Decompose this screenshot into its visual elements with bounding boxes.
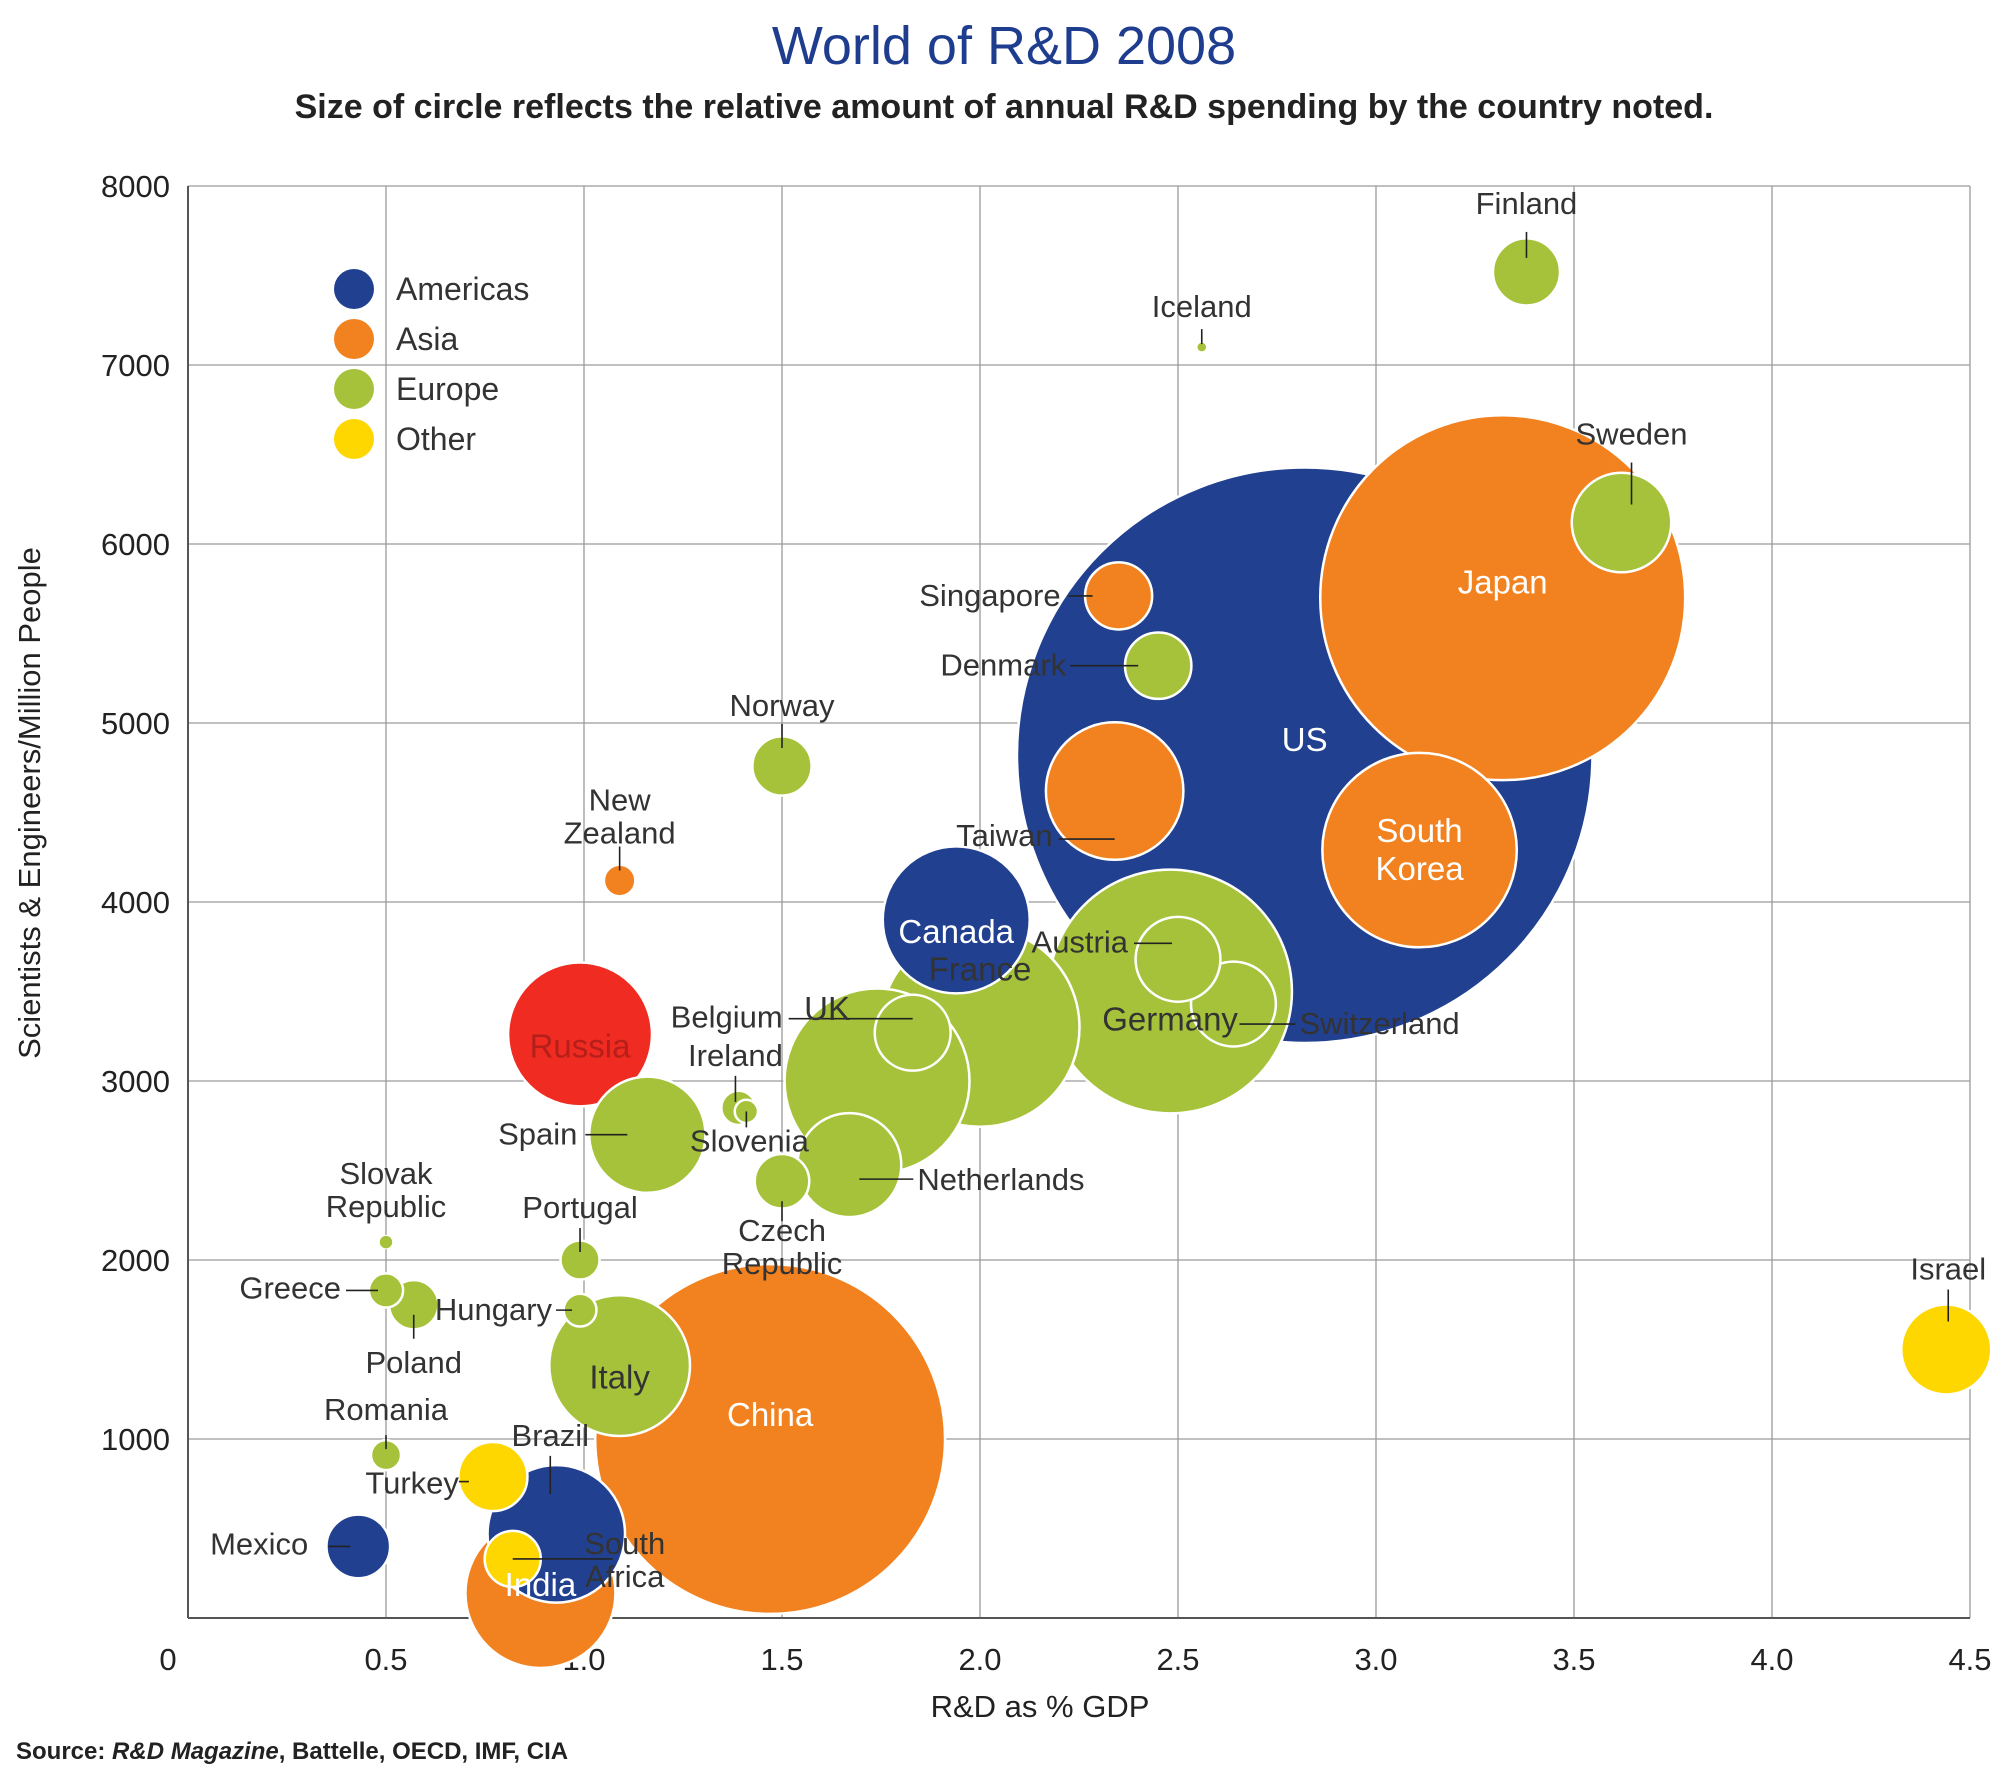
label-canada: Canada xyxy=(898,913,1014,950)
label-belgium: Belgium xyxy=(671,1000,783,1035)
label-czech-republic: Czech Republic xyxy=(722,1213,843,1281)
legend-swatch-other xyxy=(334,419,374,459)
bubble-netherlands xyxy=(796,1111,903,1219)
bubble-taiwan xyxy=(1044,721,1185,862)
y-tick-label-3: 3000 xyxy=(101,1064,170,1099)
label-uk: UK xyxy=(804,990,850,1027)
bubble-russia xyxy=(506,961,654,1108)
label-sweden: Sweden xyxy=(1576,417,1688,452)
legend: Americas Asia Europe Other xyxy=(334,269,529,459)
label-iceland: Iceland xyxy=(1152,289,1252,324)
label-switzerland: Switzerland xyxy=(1299,1006,1459,1041)
label-slovenia: Slovenia xyxy=(690,1123,810,1158)
bubble-czech-republic xyxy=(753,1152,811,1210)
label-china: China xyxy=(727,1396,814,1433)
x-tick-label-9: 4.5 xyxy=(1948,1642,1991,1677)
label-denmark: Denmark xyxy=(940,648,1066,683)
label-new-zealand: New Zealand xyxy=(564,783,676,851)
bubble-belgium xyxy=(873,993,952,1072)
label-finland: Finland xyxy=(1476,186,1578,221)
chart-subtitle: Size of circle reflects the relative amo… xyxy=(295,88,1714,126)
bubble-austria xyxy=(1134,915,1222,1003)
label-brazil: Brazil xyxy=(512,1418,590,1453)
y-tick-label-5: 5000 xyxy=(101,706,170,741)
legend-swatch-americas xyxy=(334,269,374,309)
x-tick-label-1: 0.5 xyxy=(364,1642,407,1677)
label-spain: Spain xyxy=(498,1117,577,1152)
bubbles xyxy=(325,237,1993,1670)
label-russia: Russia xyxy=(530,1027,632,1064)
label-south-korea: South Korea xyxy=(1376,812,1465,887)
label-mexico: Mexico xyxy=(210,1526,308,1561)
label-france: France xyxy=(929,950,1032,987)
label-us: US xyxy=(1282,721,1328,758)
x-tick-label-6: 3.0 xyxy=(1354,1642,1397,1677)
y-tick-label-2: 2000 xyxy=(101,1243,170,1278)
label-india: India xyxy=(505,1566,577,1603)
y-axis-label: Scientists & Engineers/Million People xyxy=(12,547,47,1059)
source-rest: , Battelle, OECD, IMF, CIA xyxy=(279,1738,568,1765)
label-poland: Poland xyxy=(365,1345,462,1380)
label-taiwan: Taiwan xyxy=(956,818,1053,853)
y-tick-label-7: 7000 xyxy=(101,348,170,383)
bubble-south-korea xyxy=(1321,751,1519,949)
country-labels: US Japan China Germany France South Korea UK Ind… xyxy=(210,186,1986,1603)
label-netherlands: Netherlands xyxy=(917,1162,1084,1197)
label-germany: Germany xyxy=(1102,1001,1238,1038)
source-prefix: Source: xyxy=(16,1738,112,1765)
y-tick-label-6: 6000 xyxy=(101,527,170,562)
bubble-israel xyxy=(1899,1303,1993,1396)
bubble-canada xyxy=(881,845,1031,995)
label-norway: Norway xyxy=(729,688,835,723)
legend-label-asia: Asia xyxy=(396,321,458,357)
label-greece: Greece xyxy=(239,1270,341,1305)
source-italic: R&D Magazine xyxy=(112,1738,279,1765)
bubble-mexico xyxy=(325,1513,392,1580)
label-slovak-republic: Slovak Republic xyxy=(326,1156,447,1224)
y-tick-label-1: 1000 xyxy=(101,1422,170,1457)
chart-title: World of R&D 2008 xyxy=(772,16,1236,76)
x-tick-label-5: 2.5 xyxy=(1156,1642,1199,1677)
x-tick-label-3: 1.5 xyxy=(760,1642,803,1677)
label-austria: Austria xyxy=(1032,924,1129,959)
legend-label-americas: Americas xyxy=(396,271,529,307)
bubble-italy xyxy=(548,1294,692,1438)
x-tick-label-0: 0 xyxy=(159,1642,176,1677)
leader-lines xyxy=(328,231,1950,1560)
bubble-turkey xyxy=(457,1440,529,1513)
legend-swatch-asia xyxy=(334,319,374,359)
x-tick-label-8: 4.0 xyxy=(1750,1642,1793,1677)
bubble-sweden xyxy=(1570,471,1673,574)
legend-label-other: Other xyxy=(396,421,476,457)
legend-swatch-europe xyxy=(334,369,374,409)
label-south-africa: South Africa xyxy=(584,1526,665,1594)
x-tick-label-4: 2.0 xyxy=(958,1642,1001,1677)
label-romania: Romania xyxy=(324,1392,449,1427)
label-ireland: Ireland xyxy=(688,1038,783,1073)
x-tick-label-7: 3.5 xyxy=(1552,1642,1595,1677)
label-italy: Italy xyxy=(589,1359,650,1396)
source-note: Source: R&D Magazine, Battelle, OECD, IM… xyxy=(16,1738,568,1765)
label-japan: Japan xyxy=(1458,564,1548,601)
x-axis-label: R&D as % GDP xyxy=(931,1689,1150,1724)
y-tick-label-8: 8000 xyxy=(101,169,170,204)
bubble-singapore xyxy=(1083,561,1154,631)
label-portugal: Portugal xyxy=(522,1190,637,1225)
label-turkey: Turkey xyxy=(365,1466,459,1501)
bubble-slovak-republic xyxy=(378,1234,394,1250)
legend-label-europe: Europe xyxy=(396,371,499,407)
y-tick-label-4: 4000 xyxy=(101,885,170,920)
label-singapore: Singapore xyxy=(919,578,1060,613)
label-israel: Israel xyxy=(1910,1252,1986,1287)
label-hungary: Hungary xyxy=(435,1292,553,1327)
